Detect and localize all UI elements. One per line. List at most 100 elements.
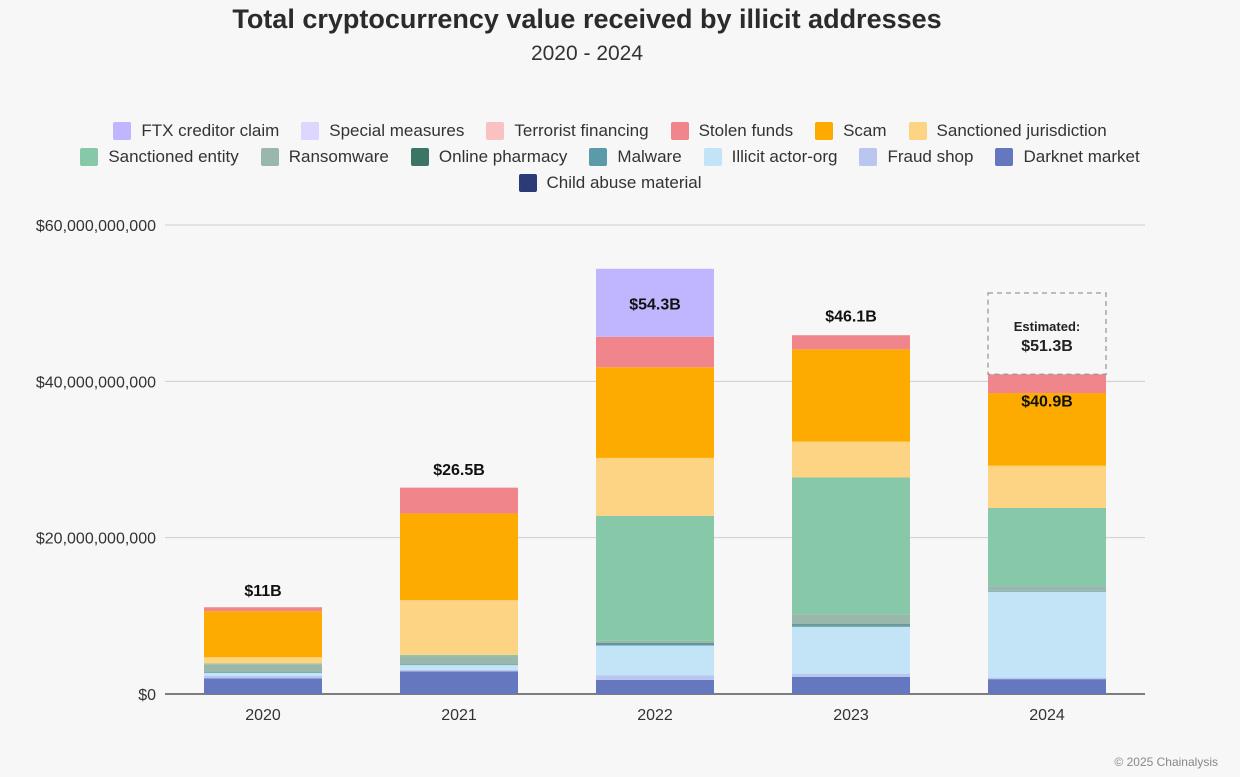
y-tick-label: $20,000,000,000 [36, 531, 156, 548]
bar-segment-scam-2024 [988, 393, 1106, 466]
legend-item-darknet-market: Darknet market [995, 147, 1140, 167]
total-label: $54.3B [629, 297, 681, 314]
legend-item-ransomware: Ransomware [260, 147, 389, 167]
legend-label: Illicit actor-org [731, 147, 838, 166]
total-label: $40.9B [1021, 393, 1073, 410]
y-tick-label: $40,000,000,000 [36, 374, 156, 391]
legend-label: Special measures [329, 121, 465, 140]
bar-segment-sanctioned-entity-2022 [596, 515, 714, 641]
x-tick-label: 2022 [637, 707, 673, 724]
y-tick-label: $60,000,000,000 [36, 218, 156, 235]
legend-item-malware: Malware [589, 147, 682, 167]
legend-swatch [703, 148, 722, 166]
bar-segment-stolen-funds-2023 [792, 335, 910, 350]
bar-segment-malware-2023 [792, 625, 910, 627]
bar-segment-sanctioned-jurisdiction-2024 [988, 465, 1106, 508]
legend-label: Sanctioned entity [108, 147, 239, 166]
bar-segment-ftx-creditor-claim-2022 [596, 268, 714, 337]
legend-row: Child abuse material [40, 170, 1180, 196]
x-tick-label: 2020 [245, 707, 281, 724]
legend-item-ftx-creditor-claim: FTX creditor claim [113, 121, 279, 141]
bar-segment-ransomware-2021 [400, 656, 518, 665]
legend-swatch [113, 122, 132, 140]
legend-item-scam: Scam [815, 121, 887, 141]
bar-segment-darknet-market-2020 [204, 678, 322, 694]
bar-segment-scam-2023 [792, 349, 910, 442]
legend-swatch [486, 122, 505, 140]
legend: FTX creditor claim Special measures Terror… [40, 118, 1180, 196]
bar-segment-stolen-funds-2024 [988, 374, 1106, 394]
estimate-label: Estimated: [1014, 319, 1080, 334]
bar-segment-fraud-shop-2021 [400, 669, 518, 672]
bar-segment-darknet-market-2023 [792, 676, 910, 694]
legend-label: Scam [843, 121, 887, 140]
legend-item-fraud-shop: Fraud shop [859, 147, 973, 167]
legend-swatch [260, 148, 279, 166]
estimate-box [987, 292, 1107, 375]
bar-segment-darknet-market-2024 [988, 679, 1106, 694]
legend-label: Sanctioned jurisdiction [936, 121, 1107, 140]
bar-segment-ransomware-2022 [596, 640, 714, 644]
bar-segment-illicit-actor-org-2024 [988, 591, 1106, 678]
legend-item-stolen-funds: Stolen funds [670, 121, 794, 141]
chart-title: Total cryptocurrency value received by i… [232, 4, 942, 34]
bar-segment-fraud-shop-2023 [792, 673, 910, 677]
legend-label: Child abuse material [546, 173, 702, 192]
legend-swatch [670, 122, 689, 140]
x-tick-label: 2023 [833, 707, 869, 724]
legend-label: Online pharmacy [438, 147, 568, 166]
legend-item-child-abuse-material: Child abuse material [518, 173, 702, 193]
legend-label: FTX creditor claim [141, 121, 280, 140]
bar-segment-malware-2022 [596, 643, 714, 646]
bar-segment-online-pharmacy-2023 [792, 624, 910, 626]
legend-swatch [908, 122, 927, 140]
legend-item-special-measures: Special measures [301, 121, 464, 141]
legend-swatch [859, 148, 878, 166]
bar-segment-sanctioned-jurisdiction-2021 [400, 600, 518, 655]
bar-segment-illicit-actor-org-2020 [204, 672, 322, 677]
bar-segment-ransomware-2023 [792, 614, 910, 625]
bar-segment-illicit-actor-org-2023 [792, 626, 910, 674]
bar-segment-malware-2021 [400, 664, 518, 666]
legend-swatch [995, 148, 1014, 166]
bar-segment-darknet-market-2021 [400, 671, 518, 694]
total-label: $11B [244, 583, 281, 600]
bar-segment-darknet-market-2022 [596, 679, 714, 694]
copyright-text: © 2025 Chainalysis [1114, 755, 1218, 769]
total-label: $46.1B [825, 309, 877, 326]
legend-swatch [80, 148, 99, 166]
bar-segment-sanctioned-jurisdiction-2020 [204, 657, 322, 664]
legend-label: Ransomware [288, 147, 389, 166]
legend-item-sanctioned-entity: Sanctioned entity [80, 147, 239, 167]
bar-segment-malware-2024 [988, 590, 1106, 592]
legend-item-online-pharmacy: Online pharmacy [410, 147, 568, 167]
bar-segment-scam-2022 [596, 367, 714, 458]
bar-segment-sanctioned-jurisdiction-2023 [792, 441, 910, 478]
bar-segment-ransomware-2020 [204, 664, 322, 673]
bar-segment-sanctioned-entity-2024 [988, 507, 1106, 587]
legend-label: Darknet market [1023, 147, 1140, 166]
bar-segment-illicit-actor-org-2022 [596, 645, 714, 676]
x-tick-label: 2021 [441, 707, 477, 724]
legend-swatch [815, 122, 834, 140]
legend-label: Stolen funds [698, 121, 794, 140]
bar-segment-scam-2021 [400, 513, 518, 601]
legend-swatch [518, 174, 537, 192]
legend-row: FTX creditor claim Special measures Terror… [40, 118, 1180, 144]
bar-segment-sanctioned-jurisdiction-2022 [596, 457, 714, 516]
x-tick-label: 2024 [1029, 707, 1065, 724]
chart-subtitle: 2020 - 2024 [530, 42, 644, 65]
estimate-value: $51.3B [1021, 338, 1073, 355]
bar-segment-malware-2020 [204, 672, 322, 673]
legend-swatch [301, 122, 320, 140]
legend-swatch [589, 148, 608, 166]
legend-label: Fraud shop [887, 147, 974, 166]
legend-label: Malware [617, 147, 682, 166]
bar-segment-stolen-funds-2021 [400, 487, 518, 514]
total-label: $26.5B [433, 462, 485, 479]
bar-segment-sanctioned-entity-2021 [400, 654, 518, 657]
bar-segment-illicit-actor-org-2021 [400, 665, 518, 670]
legend-swatch [410, 148, 429, 166]
bar-segment-sanctioned-entity-2023 [792, 477, 910, 615]
